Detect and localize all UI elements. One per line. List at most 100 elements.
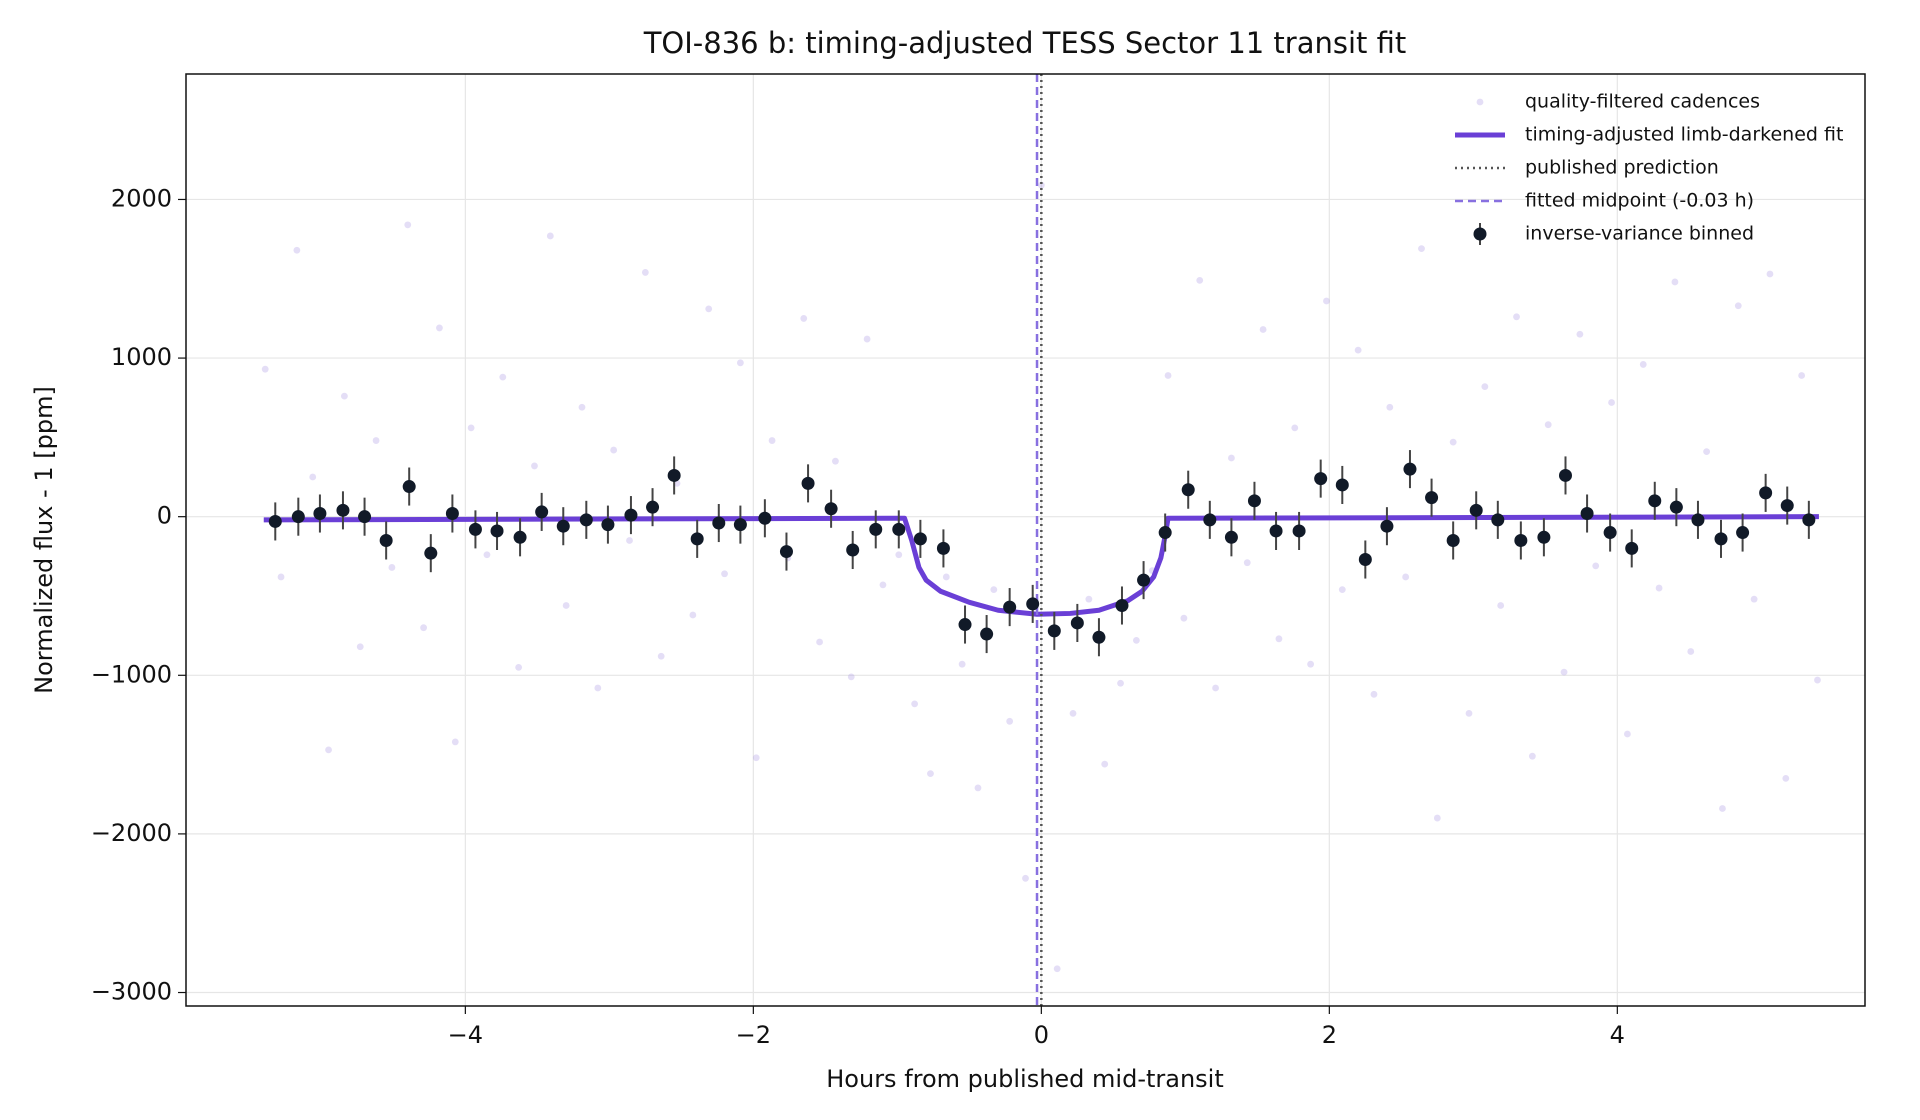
binned-point [733,518,747,532]
cadence-point [1037,181,1045,189]
binned-point [336,503,350,517]
binned-point [1092,630,1106,644]
cadence-point [499,373,507,381]
cadence-point [1624,730,1631,738]
cadence-point [309,473,317,481]
cadence-point [816,638,823,646]
cadence-point [1449,438,1457,446]
legend-label: timing-adjusted limb-darkened fit [1525,124,1843,146]
binned-point [291,510,305,524]
cadence-point [1164,372,1172,379]
binned-point [801,476,815,490]
cadence-point [1750,595,1758,603]
cadence-point [1323,297,1330,305]
y-tick-label: 2000 [111,184,172,212]
chart-title: TOI-836 b: timing-adjusted TESS Sector 1… [643,26,1407,60]
cadence-point [372,437,380,444]
binned-point [358,510,372,524]
cadence-point [1560,668,1568,676]
binned-point [690,532,704,546]
cadence-point [1402,573,1410,581]
legend-label: inverse-variance binned [1525,223,1754,245]
cadence-point [800,315,808,322]
cadence-point [721,570,728,578]
cadence-point [1782,774,1790,782]
cadence-point [1608,399,1615,406]
binned-point [1070,616,1084,630]
binned-point [1669,500,1683,514]
x-tick-label: 4 [1610,1021,1625,1049]
binned-point [958,618,972,632]
cadence-point [768,437,776,444]
cadence-point [467,424,475,432]
cadence-point [847,673,855,681]
cadence-point [562,602,570,609]
cadence-point [531,462,538,470]
cadence-point [1544,421,1552,429]
binned-point [1403,462,1417,476]
cadence-point [1734,302,1742,310]
legend-label: published prediction [1525,157,1719,179]
binned-point [1335,478,1349,492]
x-tick-label: 0 [1034,1021,1049,1049]
cadence-point [1655,584,1663,592]
binned-point [846,543,860,557]
cadence-point [1687,648,1695,655]
cadence-point [1386,403,1394,411]
y-tick-label: −1000 [91,660,172,688]
cadence-point [1513,313,1520,321]
cadence-point [1370,690,1378,698]
cadence-point [578,403,586,411]
binned-point [1491,513,1505,527]
binned-point [624,508,638,522]
binned-point [490,524,504,538]
binned-point [1115,599,1129,613]
binned-point [1047,624,1061,638]
binned-point [556,519,570,533]
binned-point [1158,526,1172,540]
cadence-point [942,573,950,581]
binned-point [513,530,527,544]
cadence-point [1528,752,1536,760]
binned-point [1026,597,1040,611]
binned-point [824,502,838,516]
cadence-point [705,305,713,313]
cadence-point [958,660,966,668]
binned-point [1003,600,1017,614]
cadence-point [277,573,285,581]
legend-label: quality-filtered cadences [1525,91,1760,113]
binned-point [1625,541,1639,555]
binned-point [1314,472,1328,486]
cadence-point [1196,276,1204,284]
cadence-point [1766,270,1774,278]
binned-point [468,522,482,536]
binned-point [402,480,416,494]
y-tick-label: 0 [157,502,172,530]
cadence-point [657,652,665,660]
binned-point [445,507,459,521]
cadence-point [1418,245,1425,253]
cadence-point [1481,383,1489,391]
cadence-point [927,770,934,778]
binned-point [1580,507,1594,521]
cadence-point [1497,602,1505,609]
cadence-point [1069,709,1077,717]
binned-point [1137,573,1151,587]
binned-point [313,507,327,521]
cadence-point [610,446,618,454]
plot-frame [185,73,1866,1007]
legend-marker [1476,98,1484,106]
cadence-point [1180,614,1188,622]
cadence-point [1798,372,1806,379]
cadence-point [1291,424,1299,432]
binned-point [1714,532,1728,546]
cadence-point [356,643,364,651]
binned-point [601,518,615,532]
binned-point [1224,530,1238,544]
cadence-point [1338,586,1346,594]
binned-point [1691,513,1705,527]
binned-point [1469,503,1483,517]
cadence-point [974,784,982,792]
cadence-point [752,754,760,762]
